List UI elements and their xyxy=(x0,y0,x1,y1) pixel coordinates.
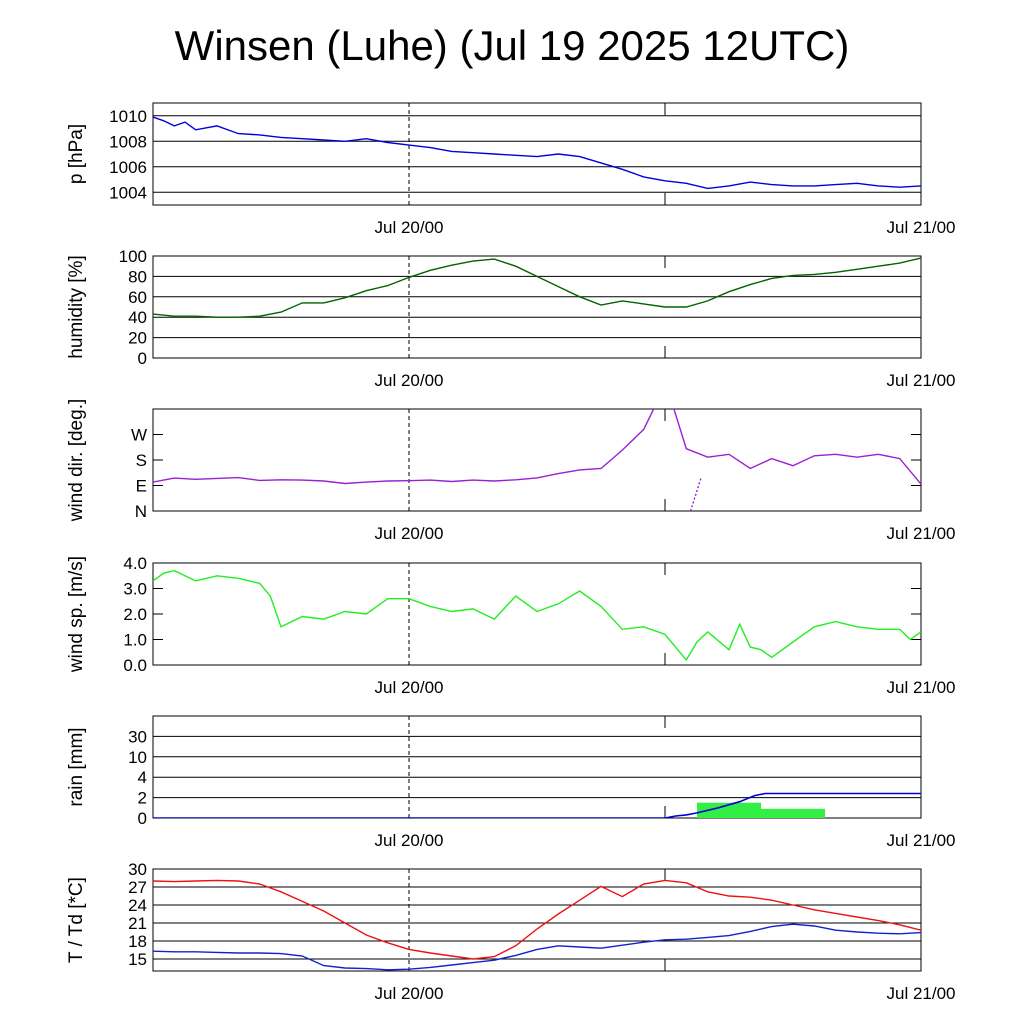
rain-bar xyxy=(697,802,761,818)
y-axis-title: humidity [%] xyxy=(66,255,87,358)
series-line xyxy=(153,569,921,662)
y-tick-label: 20 xyxy=(128,329,147,348)
y-axis-title: wind dir. [deg.] xyxy=(66,399,87,523)
plot-frame xyxy=(152,255,922,359)
x-tick-label: Jul 21/00 xyxy=(887,218,956,237)
plot-frame xyxy=(152,102,922,206)
plot-area xyxy=(153,409,921,511)
y-tick-label: 60 xyxy=(128,288,147,307)
plot-area xyxy=(153,879,921,971)
y-tick-label: 1010 xyxy=(109,107,147,126)
x-tick-label: Jul 21/00 xyxy=(887,984,956,1003)
x-tick-label: Jul 21/00 xyxy=(887,831,956,850)
y-axis-title: rain [mm] xyxy=(66,727,87,806)
y-tick-label: 2 xyxy=(138,789,147,808)
x-tick-label: Jul 20/00 xyxy=(375,371,444,390)
y-axis-title: wind sp. [m/s] xyxy=(66,556,87,673)
plot-area xyxy=(153,116,921,190)
series-td xyxy=(153,923,921,971)
y-tick-label: 80 xyxy=(128,267,147,286)
y-tick-label: 1004 xyxy=(109,183,147,202)
y-tick-label: 3.0 xyxy=(123,580,147,599)
y-tick-label: 4 xyxy=(138,768,147,787)
plot-frame xyxy=(152,715,922,819)
panel-rain: 02 410 30 Jul 20/00 Jul 21/00 rain [mm] xyxy=(66,715,956,850)
x-tick-label: Jul 20/00 xyxy=(375,831,444,850)
plot-area xyxy=(153,257,921,318)
plot-area xyxy=(153,569,921,662)
plot-frame xyxy=(152,408,922,512)
plot-frame xyxy=(152,562,922,666)
x-tick-label: Jul 21/00 xyxy=(887,371,956,390)
y-tick-label: 10 xyxy=(128,748,147,767)
y-tick-label: 1.0 xyxy=(123,631,147,650)
x-tick-label: Jul 20/00 xyxy=(375,984,444,1003)
x-tick-label: Jul 20/00 xyxy=(375,678,444,697)
y-tick-label: 2.0 xyxy=(123,605,147,624)
rain-bar xyxy=(761,808,825,818)
plot-frame xyxy=(152,868,922,972)
y-axis-title: T / Td [*C] xyxy=(66,877,87,963)
x-tick-label: Jul 21/00 xyxy=(887,678,956,697)
y-tick-label: 21 xyxy=(128,914,147,933)
y-tick-label: W xyxy=(131,426,147,445)
y-tick-label: 40 xyxy=(128,308,147,327)
series-t xyxy=(153,879,921,960)
rain-cumulative-line xyxy=(153,792,921,818)
y-tick-label: 30 xyxy=(128,727,147,746)
y-tick-label: 100 xyxy=(119,247,147,266)
y-axis-title: p [hPa] xyxy=(66,124,87,184)
series-line xyxy=(153,409,921,485)
y-tick-label: N xyxy=(135,502,147,521)
y-tick-label: 0 xyxy=(138,809,147,828)
chart-title: Winsen (Luhe) (Jul 19 2025 12UTC) xyxy=(174,22,850,69)
y-tick-label: S xyxy=(136,451,147,470)
y-tick-label: 15 xyxy=(128,950,147,969)
x-tick-label: Jul 20/00 xyxy=(375,524,444,543)
y-tick-label: 27 xyxy=(128,878,147,897)
y-tick-label: 30 xyxy=(128,860,147,879)
y-tick-label: 24 xyxy=(128,896,147,915)
panel-wind_speed: 0.0 1.0 2.0 3.0 4.0 Jul 20/00 Jul 21/00 wind sp… xyxy=(66,554,956,697)
wind-dir-wrap-segment xyxy=(689,476,702,511)
y-tick-label: 1008 xyxy=(109,132,147,151)
y-tick-label: 0.0 xyxy=(123,656,147,675)
y-tick-label: 18 xyxy=(128,932,147,951)
x-tick-label: Jul 21/00 xyxy=(887,524,956,543)
plot-area xyxy=(153,792,921,818)
y-tick-label: E xyxy=(136,477,147,496)
x-tick-label: Jul 20/00 xyxy=(375,218,444,237)
y-tick-label: 0 xyxy=(138,349,147,368)
series-line xyxy=(153,116,921,190)
panel-pressure: 1004 1006 1008 1010 Jul 20/00 Jul 21/00 p [hPa… xyxy=(66,102,956,237)
y-tick-label: 1006 xyxy=(109,158,147,177)
y-tick-label: 4.0 xyxy=(123,554,147,573)
series-line xyxy=(153,257,921,318)
